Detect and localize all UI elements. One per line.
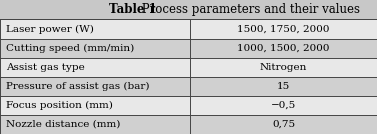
Bar <box>190 19 377 39</box>
Text: Cutting speed (mm/min): Cutting speed (mm/min) <box>6 44 134 53</box>
Bar <box>190 77 377 96</box>
Bar <box>0 96 190 115</box>
Bar <box>0 115 190 134</box>
Text: Nitrogen: Nitrogen <box>260 63 307 72</box>
Bar <box>0 58 190 77</box>
Bar <box>0 39 190 58</box>
Text: 1000, 1500, 2000: 1000, 1500, 2000 <box>238 44 330 53</box>
Text: 0,75: 0,75 <box>272 120 295 129</box>
Text: Process parameters and their values: Process parameters and their values <box>138 3 360 16</box>
Bar <box>0 77 190 96</box>
Text: Focus position (mm): Focus position (mm) <box>6 101 112 110</box>
Text: Nozzle distance (mm): Nozzle distance (mm) <box>6 120 120 129</box>
Bar <box>190 96 377 115</box>
Bar <box>190 58 377 77</box>
Text: −0,5: −0,5 <box>271 101 296 110</box>
Bar <box>190 115 377 134</box>
Bar <box>190 39 377 58</box>
Text: 1500, 1750, 2000: 1500, 1750, 2000 <box>238 25 330 34</box>
Text: Table 1: Table 1 <box>109 3 157 16</box>
Bar <box>0 19 190 39</box>
Text: Laser power (W): Laser power (W) <box>6 24 93 34</box>
Text: Assist gas type: Assist gas type <box>6 63 84 72</box>
Text: 15: 15 <box>277 82 290 91</box>
Text: Pressure of assist gas (bar): Pressure of assist gas (bar) <box>6 82 149 91</box>
